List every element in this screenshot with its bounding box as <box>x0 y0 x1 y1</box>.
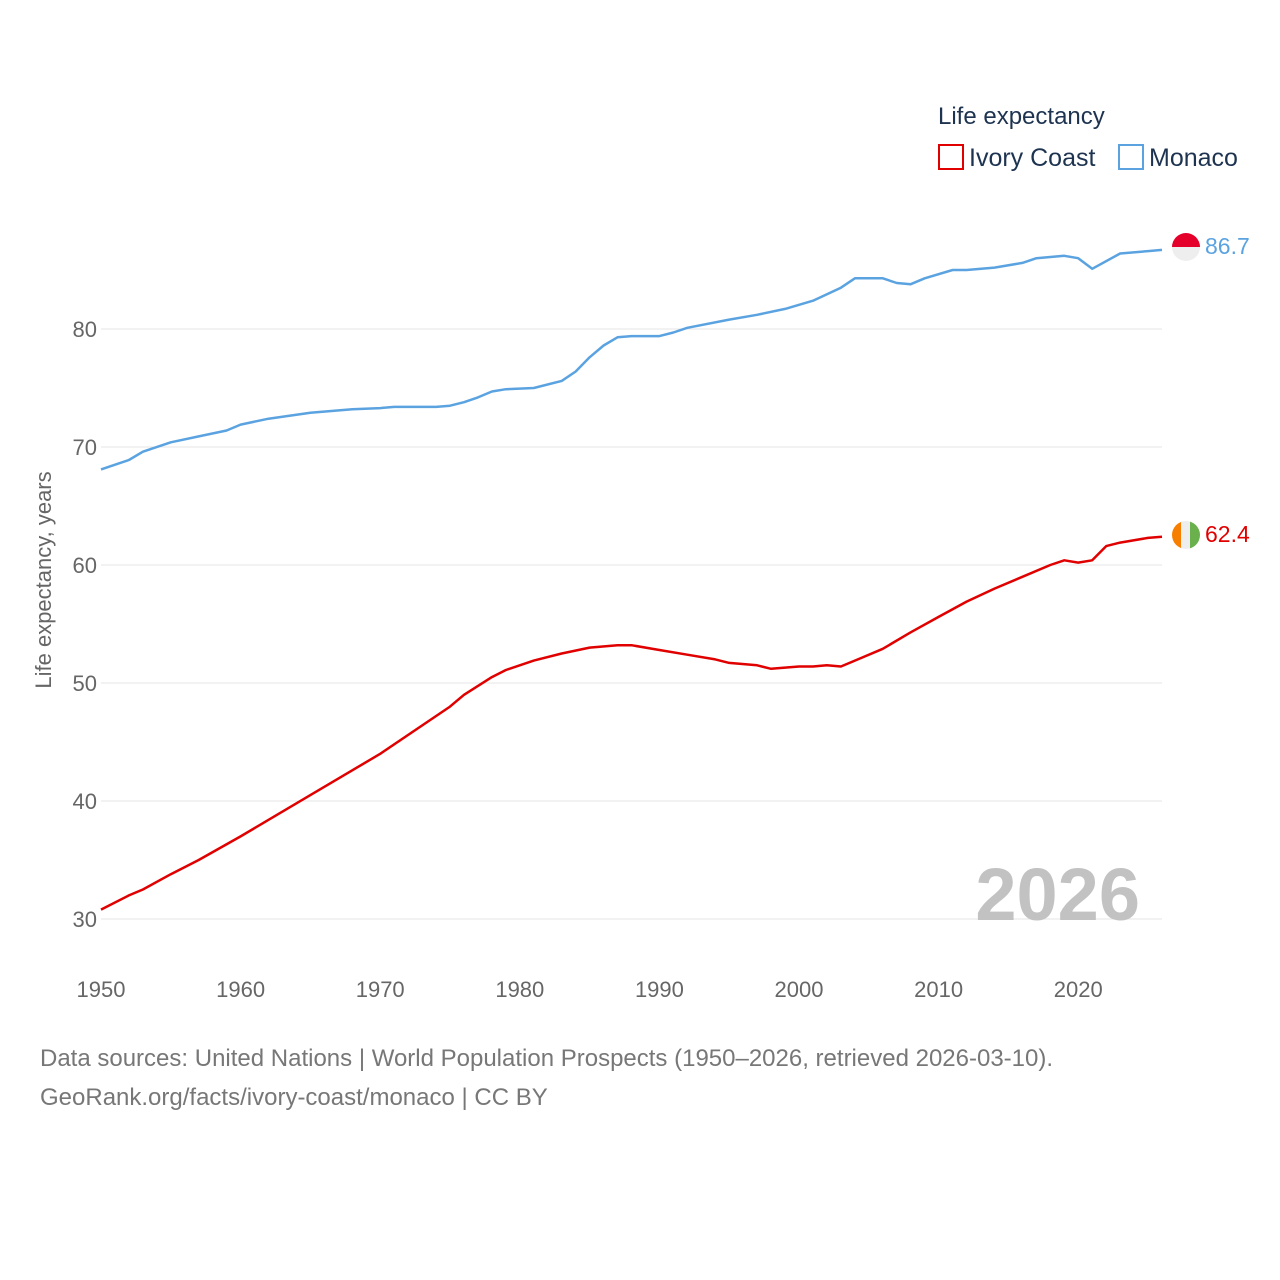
x-tick-label-1950: 1950 <box>77 977 126 1002</box>
y-tick-label-40: 40 <box>73 789 97 814</box>
legend-label-ivory-coast: Ivory Coast <box>969 144 1095 172</box>
y-axis-ticks: 30 40 50 60 70 80 <box>73 317 97 932</box>
y-tick-label-30: 30 <box>73 907 97 932</box>
legend-swatch-ivory-coast <box>938 144 964 170</box>
legend-item-ivory-coast[interactable]: Ivory Coast <box>938 144 1095 172</box>
x-tick-label-2010: 2010 <box>914 977 963 1002</box>
x-tick-label-2000: 2000 <box>775 977 824 1002</box>
legend-label-monaco: Monaco <box>1149 144 1238 172</box>
end-marker-monaco: 86.7 <box>1172 233 1250 261</box>
end-label-monaco: 86.7 <box>1205 233 1250 259</box>
end-label-ivory-coast: 62.4 <box>1205 521 1250 547</box>
x-tick-label-1970: 1970 <box>356 977 405 1002</box>
series-line-monaco <box>100 248 1163 471</box>
x-tick-label-1990: 1990 <box>635 977 684 1002</box>
legend-item-monaco[interactable]: Monaco <box>1118 144 1238 172</box>
year-watermark: 2026 <box>975 853 1140 936</box>
x-tick-label-2020: 2020 <box>1054 977 1103 1002</box>
source-line-2: GeoRank.org/facts/ivory-coast/monaco | C… <box>40 1084 548 1111</box>
source-line-1: Data sources: United Nations | World Pop… <box>40 1045 1054 1072</box>
x-tick-label-1980: 1980 <box>495 977 544 1002</box>
y-axis-title: Life expectancy, years <box>31 471 56 688</box>
series-lines <box>100 248 1163 911</box>
legend-title: Life expectancy <box>938 103 1105 130</box>
x-axis-ticks: 1950 1960 1970 1980 1990 2000 2010 2020 <box>77 977 1103 1002</box>
grid-lines <box>101 328 1162 920</box>
y-tick-label-50: 50 <box>73 671 97 696</box>
x-tick-label-1960: 1960 <box>216 977 265 1002</box>
legend-swatch-monaco <box>1118 144 1144 170</box>
y-tick-label-60: 60 <box>73 553 97 578</box>
series-line-ivory-coast <box>100 535 1163 911</box>
monaco-flag <box>1172 233 1200 261</box>
legend[interactable]: Life expectancy Ivory Coast Monaco <box>938 103 1238 172</box>
end-marker-ivory-coast: 62.4 <box>1172 521 1250 549</box>
y-tick-label-70: 70 <box>73 435 97 460</box>
y-tick-label-80: 80 <box>73 317 97 342</box>
ivory-coast-flag <box>1172 521 1200 549</box>
